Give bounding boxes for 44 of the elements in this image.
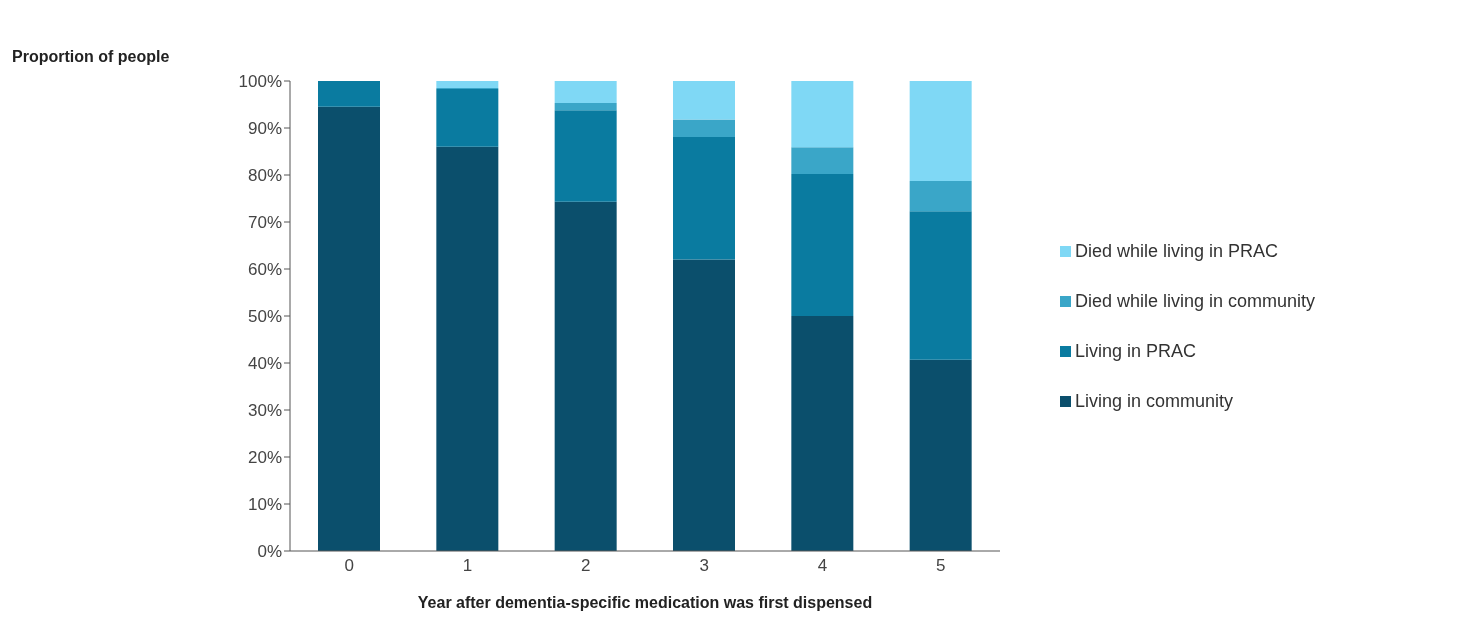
bar: [673, 259, 735, 551]
bar: [791, 316, 854, 551]
bar: [673, 81, 735, 120]
x-tick-label: 0: [344, 556, 354, 576]
y-tick-label: 50%: [247, 307, 282, 327]
y-tick-label: 90%: [247, 119, 282, 139]
legend-label: Died while living in community: [1075, 290, 1316, 312]
legend-label: Living in community: [1075, 390, 1234, 412]
y-tick-label: 30%: [247, 401, 282, 421]
bar: [554, 103, 617, 111]
bar: [791, 174, 854, 316]
bar: [554, 110, 617, 202]
y-axis-title: Proportion of people: [12, 48, 170, 66]
bar: [554, 81, 617, 104]
bar: [909, 181, 972, 212]
y-tick-label: 100%: [238, 72, 282, 92]
bar: [909, 211, 972, 360]
bar: [436, 146, 499, 551]
bar: [436, 81, 499, 89]
bar: [673, 136, 735, 260]
y-tick-label: 10%: [247, 495, 282, 515]
bar: [436, 88, 499, 147]
y-tick-label: 0%: [257, 542, 282, 562]
bar: [673, 119, 735, 137]
y-tick-label: 40%: [247, 354, 282, 374]
y-tick-label: 70%: [247, 213, 282, 233]
y-tick-label: 20%: [247, 448, 282, 468]
bar: [318, 81, 380, 107]
bar: [791, 147, 854, 175]
bar: [909, 359, 972, 551]
x-tick-label: 1: [462, 556, 473, 576]
y-tick-label: 80%: [247, 166, 282, 186]
bar: [318, 106, 380, 551]
bar: [554, 201, 617, 551]
x-tick-label: 5: [936, 556, 946, 576]
x-tick-label: 2: [581, 556, 591, 576]
y-tick-label: 60%: [247, 260, 282, 280]
x-axis-title: Year after dementia-specific medication was first dispensed: [417, 594, 873, 611]
legend-label: Died while living in PRAC: [1075, 240, 1279, 262]
legend-label: Living in PRAC: [1075, 340, 1197, 362]
x-tick-label: 3: [699, 556, 709, 576]
bar: [791, 81, 854, 148]
x-tick-label: 4: [817, 556, 828, 576]
bar: [909, 81, 972, 182]
